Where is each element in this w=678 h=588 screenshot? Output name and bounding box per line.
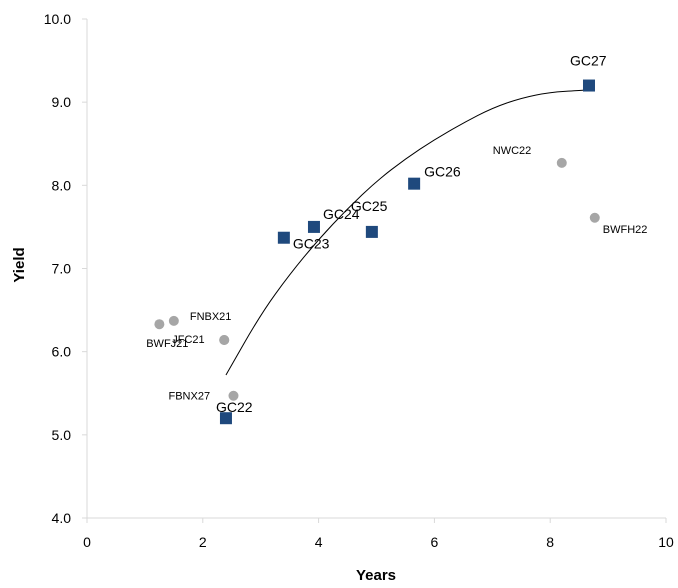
point-label: FNBX21 (190, 311, 232, 323)
x-tick-label: 4 (315, 534, 323, 550)
point-label: NWC22 (493, 145, 532, 157)
trendline-layer (225, 89, 590, 376)
trendline (225, 89, 590, 376)
point-label: GC26 (424, 164, 461, 180)
square-marker (408, 177, 421, 190)
square-marker (365, 225, 378, 238)
circle-marker (228, 390, 239, 401)
point-label: BWFJ21 (146, 338, 188, 350)
y-tick-label: 9.0 (52, 94, 72, 110)
y-tick-label: 7.0 (52, 261, 72, 277)
x-tick-label: 2 (199, 534, 207, 550)
x-tick-label: 8 (546, 534, 554, 550)
square-marker (219, 412, 232, 425)
y-tick-label: 6.0 (52, 344, 72, 360)
point-label: GC24 (323, 206, 360, 222)
circle-marker (556, 157, 567, 168)
points-layer (154, 79, 600, 425)
circle-marker (168, 315, 179, 326)
y-axis-title: Yield (11, 247, 28, 282)
point-label: GC27 (570, 53, 607, 69)
x-tick-label: 10 (658, 534, 674, 550)
circle-marker (154, 319, 165, 330)
point-label: GC23 (293, 236, 330, 252)
x-tick-label: 6 (431, 534, 439, 550)
y-tick-label: 4.0 (52, 510, 72, 526)
point-label: JFC21 (172, 334, 204, 346)
square-marker (277, 231, 290, 244)
point-label: FBNX27 (168, 391, 210, 403)
square-marker (582, 79, 595, 92)
y-tick-label: 5.0 (52, 427, 72, 443)
point-label: GC25 (351, 198, 388, 214)
axes: 4.0 5.0 6.0 7.0 8.0 9.0 10.0 0 2 4 6 8 10 (44, 11, 674, 550)
y-tick-label: 8.0 (52, 177, 72, 193)
y-tick-label: 10.0 (44, 11, 71, 27)
x-axis-title: Years (356, 567, 396, 584)
circle-marker (219, 335, 230, 346)
point-label: GC22 (216, 399, 253, 415)
x-tick-label: 0 (83, 534, 91, 550)
square-marker (307, 220, 320, 233)
point-label: BWFH22 (603, 224, 648, 236)
circle-marker (589, 212, 600, 223)
